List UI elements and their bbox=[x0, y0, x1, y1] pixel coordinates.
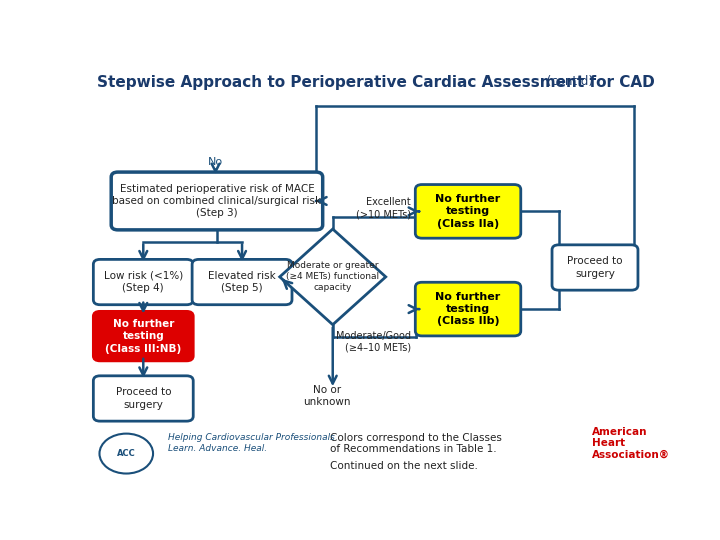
FancyBboxPatch shape bbox=[415, 282, 521, 336]
Text: Excellent
(>10 METs): Excellent (>10 METs) bbox=[356, 198, 411, 219]
FancyBboxPatch shape bbox=[415, 185, 521, 238]
Text: Proceed to
surgery: Proceed to surgery bbox=[115, 387, 171, 410]
FancyBboxPatch shape bbox=[94, 259, 193, 305]
Text: No further
testing
(Class III:NB): No further testing (Class III:NB) bbox=[105, 319, 181, 354]
Text: No further
testing
(Class IIa): No further testing (Class IIa) bbox=[436, 194, 500, 229]
Text: Moderate/Good
(≥4–10 METs): Moderate/Good (≥4–10 METs) bbox=[336, 330, 411, 352]
Text: Colors correspond to the Classes
of Recommendations in Table 1.: Colors correspond to the Classes of Reco… bbox=[330, 433, 502, 454]
Text: (cont’d): (cont’d) bbox=[543, 75, 593, 88]
Text: Helping Cardiovascular Professionals
Learn. Advance. Heal.: Helping Cardiovascular Professionals Lea… bbox=[168, 434, 335, 453]
Polygon shape bbox=[279, 229, 386, 325]
Text: Elevated risk
(Step 5): Elevated risk (Step 5) bbox=[208, 271, 276, 293]
Text: ACC: ACC bbox=[117, 449, 135, 458]
Text: American
Heart
Association®: American Heart Association® bbox=[593, 427, 670, 460]
Text: Moderate or greater
(≥4 METs) functional
capacity: Moderate or greater (≥4 METs) functional… bbox=[286, 261, 379, 293]
Text: Stepwise Approach to Perioperative Cardiac Assessment for CAD: Stepwise Approach to Perioperative Cardi… bbox=[96, 75, 654, 90]
Text: Proceed to
surgery: Proceed to surgery bbox=[567, 256, 623, 279]
FancyBboxPatch shape bbox=[111, 172, 323, 230]
FancyBboxPatch shape bbox=[192, 259, 292, 305]
FancyBboxPatch shape bbox=[94, 312, 193, 361]
Text: No or
unknown: No or unknown bbox=[303, 385, 351, 407]
FancyBboxPatch shape bbox=[552, 245, 638, 290]
Text: Continued on the next slide.: Continued on the next slide. bbox=[330, 461, 478, 471]
FancyBboxPatch shape bbox=[94, 376, 193, 421]
Text: No: No bbox=[208, 157, 223, 167]
Text: Low risk (<1%)
(Step 4): Low risk (<1%) (Step 4) bbox=[104, 271, 183, 293]
Text: No further
testing
(Class IIb): No further testing (Class IIb) bbox=[436, 292, 500, 327]
Text: Estimated perioperative risk of MACE
based on combined clinical/surgical risk
(S: Estimated perioperative risk of MACE bas… bbox=[112, 184, 322, 218]
